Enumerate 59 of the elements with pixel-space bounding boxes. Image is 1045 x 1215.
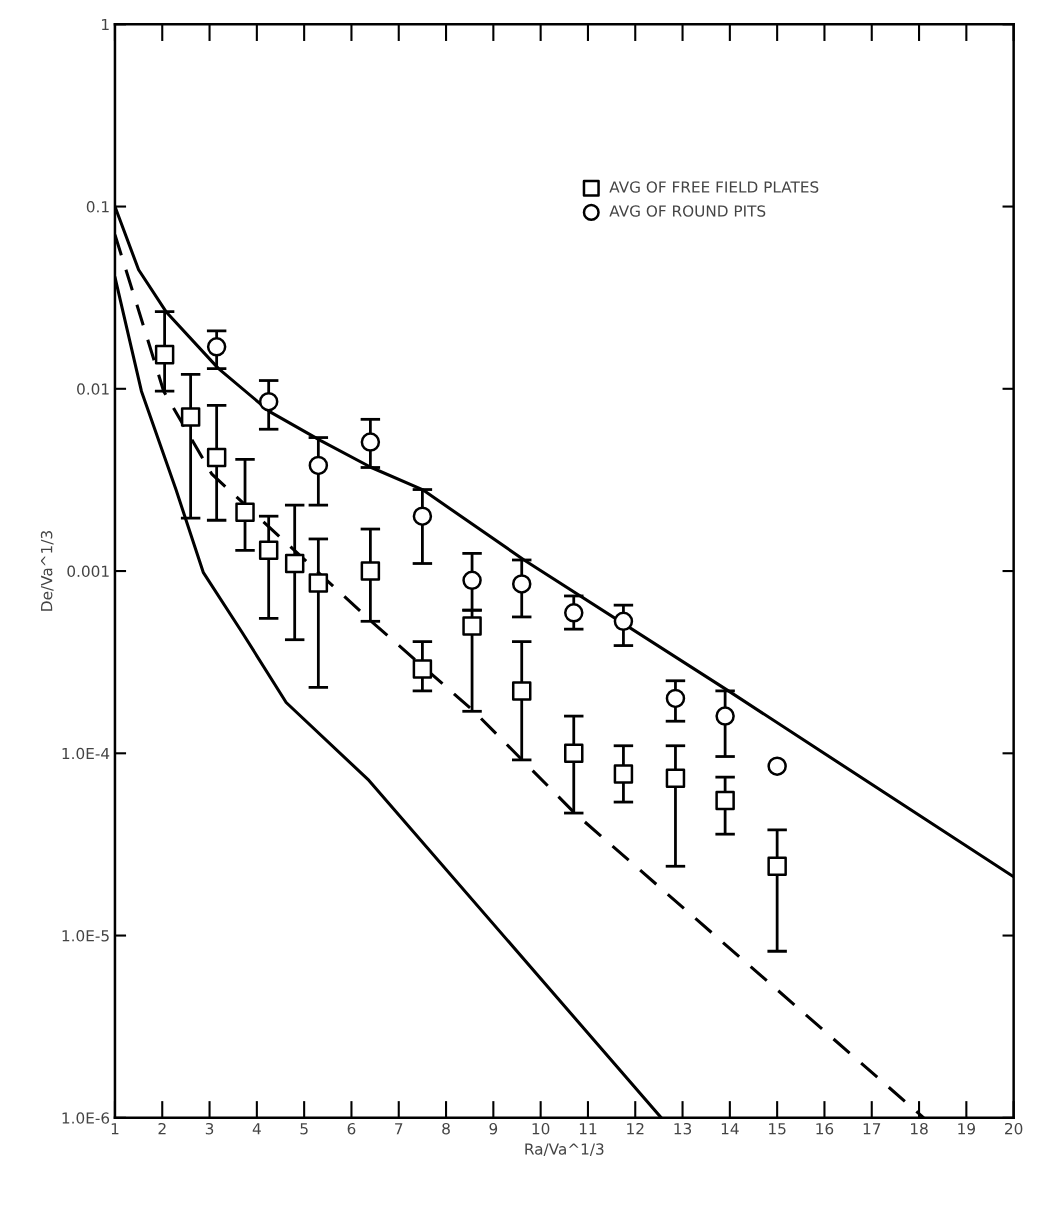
- point: [613, 764, 634, 784]
- point: [235, 502, 255, 523]
- legend-label: AVG OF ROUND PITS: [609, 205, 766, 217]
- y-tick-label: 0.01: [77, 383, 109, 395]
- x-tick-label: 12: [627, 1122, 644, 1135]
- point: [284, 553, 305, 574]
- point: [767, 856, 787, 877]
- x-tick-label: 13: [674, 1122, 692, 1135]
- point: [613, 611, 634, 632]
- y-tick-label: 1: [102, 18, 109, 31]
- point: [665, 688, 686, 709]
- point: [258, 540, 279, 561]
- x-tick-label: 15: [769, 1123, 786, 1135]
- x-axis-title: Ra/Va^1/3: [525, 1143, 604, 1157]
- x-tick-label: 9: [489, 1122, 498, 1135]
- point: [308, 455, 329, 476]
- x-tick-label: 5: [300, 1123, 308, 1135]
- x-tick-label: 1: [111, 1123, 119, 1135]
- point: [412, 506, 433, 526]
- x-tick-label: 2: [158, 1122, 166, 1135]
- y-tick-label: 0.001: [67, 565, 109, 578]
- x-tick-label: 3: [205, 1122, 214, 1135]
- point: [511, 574, 532, 594]
- point: [154, 344, 175, 365]
- point: [715, 790, 735, 811]
- x-tick-label: 14: [721, 1123, 739, 1135]
- point: [180, 407, 201, 427]
- x-tick-label: 10: [532, 1122, 550, 1135]
- x-tick-label: 19: [958, 1122, 975, 1135]
- y-tick-label: 1.0E-5: [62, 930, 109, 942]
- x-tick-label: 8: [442, 1122, 450, 1135]
- point: [511, 681, 532, 701]
- x-tick-label: 7: [395, 1123, 403, 1135]
- x-tick-label: 16: [816, 1122, 834, 1135]
- x-tick-label: 17: [863, 1123, 881, 1135]
- point: [412, 659, 433, 679]
- x-tick-label: 4: [252, 1123, 261, 1135]
- point: [258, 391, 279, 412]
- point: [360, 432, 381, 452]
- x-tick-label: 6: [347, 1122, 356, 1135]
- point: [206, 447, 227, 468]
- point: [767, 756, 787, 776]
- y-tick-label: 0.1: [86, 201, 109, 213]
- y-tick-label: 1.0E-4: [62, 747, 110, 760]
- point: [462, 616, 482, 636]
- x-tick-label: 18: [911, 1122, 928, 1135]
- point: [564, 743, 584, 764]
- point: [308, 573, 329, 593]
- y-tick-label: 1.0E-6: [62, 1112, 110, 1124]
- point: [462, 570, 482, 591]
- point: [715, 706, 735, 726]
- point: [665, 768, 686, 788]
- y-axis-title: De/Va^1/3: [40, 531, 54, 611]
- legend-label: AVG OF FREE FIELD PLATES: [609, 181, 819, 193]
- point: [206, 337, 227, 357]
- point: [360, 561, 381, 581]
- point: [564, 603, 584, 623]
- x-tick-label: 20: [1005, 1122, 1023, 1135]
- x-tick-label: 11: [579, 1123, 597, 1135]
